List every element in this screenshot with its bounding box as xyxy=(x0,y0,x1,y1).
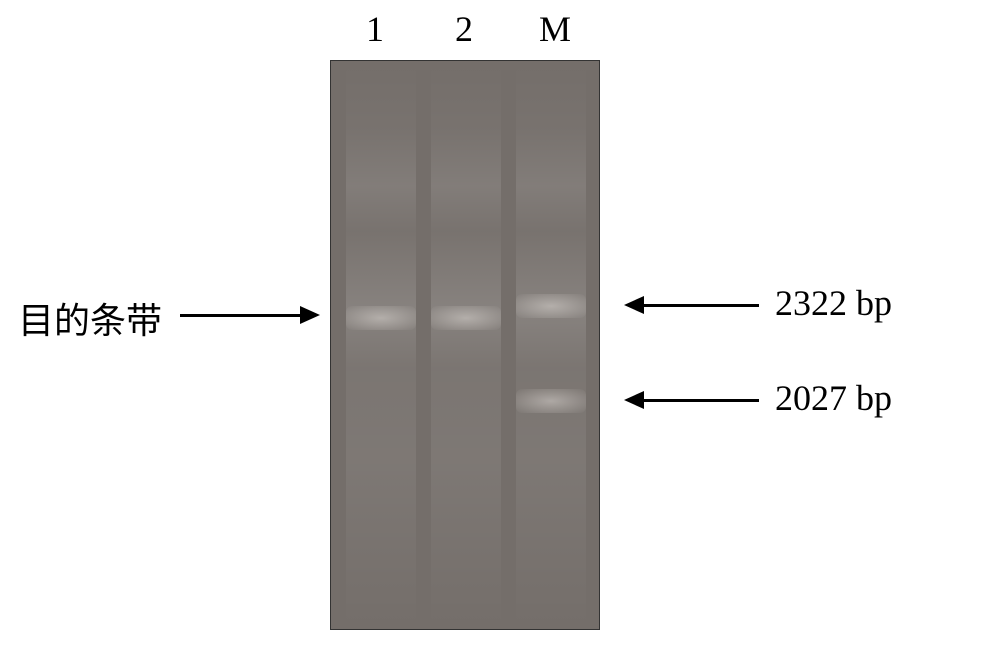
size-label-2027: 2027 bp xyxy=(775,377,892,419)
ladder-band-2027 xyxy=(516,389,586,413)
gel-figure: 1 2 M 目的条带 2322 bp 2027 bp xyxy=(0,0,1000,663)
gel-lane-1 xyxy=(346,61,416,629)
lane-label-M: M xyxy=(534,8,576,50)
target-band-lane1 xyxy=(346,306,416,330)
gel-lane-2 xyxy=(431,61,501,629)
target-band-lane2 xyxy=(431,306,501,330)
size-label-2322: 2322 bp xyxy=(775,282,892,324)
lane-label-1: 1 xyxy=(358,8,392,50)
gel-lane-M xyxy=(516,61,586,629)
ladder-band-2322 xyxy=(516,294,586,318)
gel-image xyxy=(330,60,600,630)
target-band-label: 目的条带 xyxy=(18,292,162,344)
lane-label-2: 2 xyxy=(447,8,481,50)
